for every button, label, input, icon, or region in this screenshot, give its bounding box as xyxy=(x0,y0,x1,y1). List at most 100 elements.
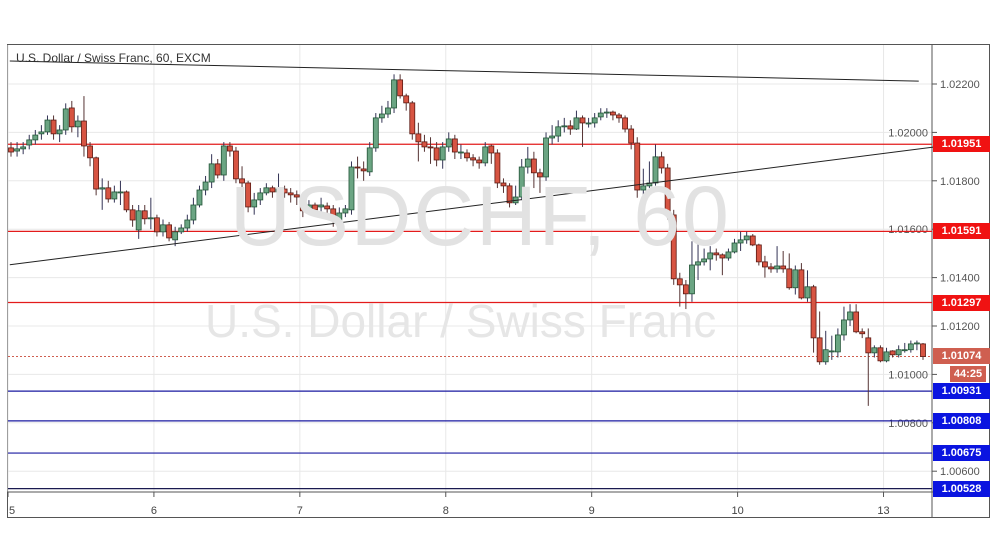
candle-down xyxy=(433,147,440,161)
candle-up xyxy=(366,147,373,173)
y-tick-label: 1.01800 xyxy=(940,176,980,188)
candle-up xyxy=(378,113,385,119)
candle-up xyxy=(701,258,708,263)
level-price-label: 1.00931 xyxy=(933,383,990,400)
candle-down xyxy=(537,172,543,178)
candle-up xyxy=(841,319,847,336)
candle-up xyxy=(160,224,166,233)
candle-down xyxy=(214,163,221,176)
x-tick-label: 10 xyxy=(731,505,743,517)
candle-up xyxy=(445,138,452,148)
candle-down xyxy=(281,188,288,194)
y-tick-label: 1.02000 xyxy=(888,127,928,139)
candle-up xyxy=(44,119,51,133)
candle-up xyxy=(737,239,744,244)
candle-up xyxy=(707,252,714,260)
candle-up xyxy=(251,199,258,208)
candle-down xyxy=(762,261,768,268)
x-tick-label: 9 xyxy=(589,505,595,517)
candle-up xyxy=(743,235,750,241)
candle-down xyxy=(141,210,148,220)
candle-down xyxy=(810,286,817,339)
candle-down xyxy=(403,95,410,104)
candle-up xyxy=(573,117,580,130)
candle-up xyxy=(695,261,701,266)
candle-up xyxy=(220,145,227,176)
candle-up xyxy=(561,125,568,128)
lower-trendline[interactable] xyxy=(9,146,936,266)
watermark-symbol: USDCHF, 60 xyxy=(230,169,731,263)
candle-down xyxy=(494,152,501,184)
candle-up xyxy=(117,191,124,194)
candle-down xyxy=(68,107,75,128)
candle-down xyxy=(682,284,689,295)
level-price-label: 1.01951 xyxy=(933,136,990,153)
candle-down xyxy=(853,311,860,333)
y-tick-label: 1.02200 xyxy=(940,79,980,91)
candle-up xyxy=(591,117,598,124)
candle-down xyxy=(154,217,160,233)
candle-up xyxy=(640,185,647,191)
candle-down xyxy=(293,194,300,198)
candle-up xyxy=(336,212,343,221)
candle-up xyxy=(56,129,63,135)
candle-up xyxy=(275,188,282,193)
upper-trendline[interactable] xyxy=(9,60,919,82)
candle-up xyxy=(804,286,811,299)
candle-up xyxy=(372,117,379,149)
candle-down xyxy=(816,337,823,363)
x-tick-label: 6 xyxy=(151,505,157,517)
x-tick-label: 13 xyxy=(877,505,889,517)
candle-up xyxy=(585,122,592,125)
candle-up xyxy=(135,210,142,231)
candle-down xyxy=(877,347,884,362)
candle-up xyxy=(828,350,835,353)
candle-down xyxy=(488,145,495,154)
candle-up xyxy=(202,181,209,191)
candle-down xyxy=(798,269,805,299)
candle-up xyxy=(482,146,489,164)
candle-down xyxy=(245,182,252,208)
candle-down xyxy=(299,196,306,212)
last-price-label: 1.01074 xyxy=(933,348,990,365)
candle-down xyxy=(658,156,665,169)
candle-down xyxy=(889,350,896,356)
candle-up xyxy=(731,242,738,253)
candle-down xyxy=(397,79,404,97)
candle-up xyxy=(597,112,604,118)
candle-down xyxy=(50,119,57,135)
candle-up xyxy=(549,135,556,139)
candle-up xyxy=(208,163,215,183)
y-tick-label: 1.01600 xyxy=(888,224,928,236)
candle-up xyxy=(543,137,549,178)
candle-down xyxy=(93,157,100,190)
candle-up xyxy=(348,166,355,211)
candle-down xyxy=(749,235,756,246)
candle-down xyxy=(579,117,586,124)
candle-up xyxy=(184,219,191,229)
y-tick-label: 1.01200 xyxy=(940,321,980,333)
candle-up xyxy=(901,349,908,352)
candle-up xyxy=(603,111,610,114)
candle-down xyxy=(506,185,513,204)
candle-up xyxy=(99,187,106,190)
candle-down xyxy=(87,145,93,159)
candle-down xyxy=(464,152,470,159)
candle-down xyxy=(123,191,130,211)
candle-down xyxy=(129,209,136,221)
candle-down xyxy=(166,224,172,239)
candle-up xyxy=(524,158,531,168)
candle-down xyxy=(330,208,337,221)
candle-down xyxy=(768,266,774,270)
level-price-label: 1.00675 xyxy=(933,445,990,462)
candle-up xyxy=(907,343,914,351)
x-tick-label: 5 xyxy=(9,505,15,517)
candle-down xyxy=(616,114,622,119)
candle-down xyxy=(226,145,233,152)
candle-up xyxy=(62,108,69,131)
level-price-label: 1.01297 xyxy=(933,294,990,311)
candle-down xyxy=(859,331,866,335)
candle-down xyxy=(451,138,458,153)
level-price-label: 1.00808 xyxy=(933,412,990,429)
